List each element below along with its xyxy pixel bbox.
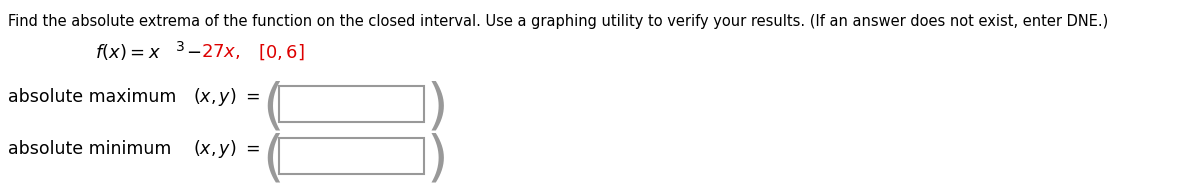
Text: Find the absolute extrema of the function on the closed interval. Use a graphing: Find the absolute extrema of the functio… (8, 14, 1109, 29)
Text: $27x,$: $27x,$ (202, 42, 240, 61)
Text: $f(x) = x$: $f(x) = x$ (95, 42, 161, 62)
Text: $3$: $3$ (175, 40, 185, 54)
Text: $(x, y)\ =$: $(x, y)\ =$ (193, 86, 260, 108)
Text: ): ) (427, 80, 449, 134)
Bar (278, 86, 424, 122)
Text: ): ) (427, 132, 449, 185)
Text: (: ( (262, 80, 283, 134)
Text: absolute maximum: absolute maximum (8, 88, 176, 106)
Text: (: ( (262, 132, 283, 185)
Bar (278, 138, 424, 174)
Text: absolute minimum: absolute minimum (8, 140, 172, 158)
Text: $(x, y)\ =$: $(x, y)\ =$ (193, 138, 260, 160)
Text: $-$: $-$ (186, 42, 202, 60)
Text: $[0, 6]$: $[0, 6]$ (258, 42, 305, 62)
